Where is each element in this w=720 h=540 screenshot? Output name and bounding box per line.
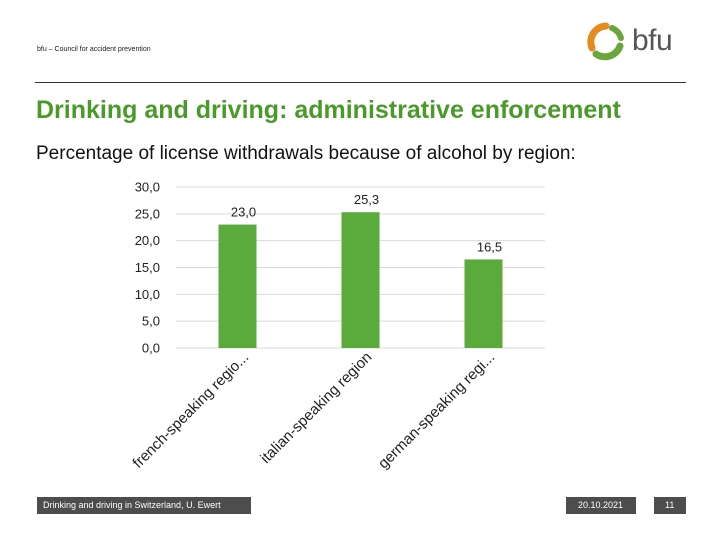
y-tick-label: 15,0	[135, 260, 160, 275]
y-tick-label: 20,0	[135, 233, 160, 248]
bar	[464, 259, 503, 348]
y-tick-label: 5,0	[142, 314, 160, 329]
logo-swirl-icon	[587, 22, 624, 61]
page-number-bar	[654, 497, 686, 514]
category-label: german-speaking regi...	[375, 349, 498, 472]
bar	[341, 212, 380, 348]
y-tick-label: 10,0	[135, 287, 160, 302]
bar	[218, 224, 257, 348]
footer-text: Drinking and driving in Switzerland, U. …	[43, 500, 221, 510]
y-tick-label: 25,0	[135, 206, 160, 221]
data-label: 23,0	[231, 205, 256, 220]
category-label: french-speaking regio...	[129, 349, 252, 472]
y-tick-label: 0,0	[142, 341, 160, 356]
date-bar	[566, 497, 636, 514]
footer-date: 20.10.2021	[578, 500, 624, 510]
data-label: 16,5	[477, 239, 502, 254]
y-tick-label: 30,0	[135, 180, 160, 195]
header-divider	[35, 82, 686, 83]
footer-bar	[37, 497, 251, 514]
slide-title: Drinking and driving: administrative enf…	[36, 96, 621, 124]
page-number: 11	[665, 500, 675, 510]
category-label: italian-speaking region	[257, 349, 375, 467]
slide-subtitle: Percentage of license withdrawals becaus…	[36, 143, 576, 164]
data-label: 25,3	[354, 192, 379, 207]
org-name: bfu – Council for accident prevention	[37, 46, 151, 53]
bfu-logo: bfu	[584, 20, 688, 64]
logo-text: bfu	[632, 24, 673, 57]
